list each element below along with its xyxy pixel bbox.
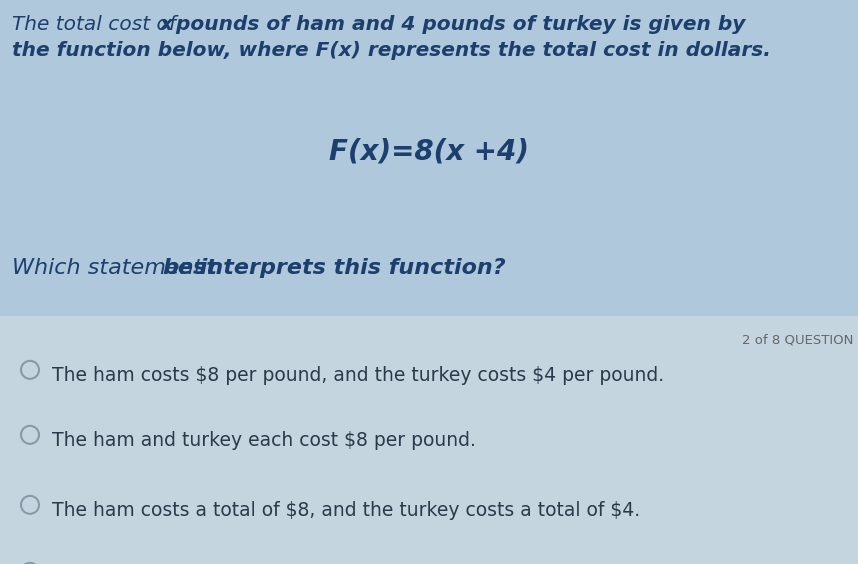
FancyBboxPatch shape bbox=[0, 0, 858, 316]
Text: best: best bbox=[162, 258, 217, 279]
Text: Which statement: Which statement bbox=[12, 258, 209, 279]
Text: The total cost of: The total cost of bbox=[12, 15, 183, 34]
Text: the function below, where F(x) represents the total cost in dollars.: the function below, where F(x) represent… bbox=[12, 41, 770, 60]
Text: F(x)=8(x +4): F(x)=8(x +4) bbox=[329, 138, 529, 166]
Text: The ham and turkey each cost \$8 per pound.: The ham and turkey each cost \$8 per pou… bbox=[52, 431, 476, 450]
FancyBboxPatch shape bbox=[0, 316, 858, 564]
Text: The ham costs \$8 per pound, and the turkey costs \$4 per pound.: The ham costs \$8 per pound, and the tur… bbox=[52, 366, 664, 385]
Text: x: x bbox=[160, 15, 173, 34]
Text: interprets this function?: interprets this function? bbox=[192, 258, 505, 279]
Text: 2 of 8 QUESTION: 2 of 8 QUESTION bbox=[741, 334, 853, 347]
Text: The ham costs a total of \$8, and the turkey costs a total of \$4.: The ham costs a total of \$8, and the tu… bbox=[52, 501, 640, 520]
Text: pounds of ham and 4 pounds of turkey is given by: pounds of ham and 4 pounds of turkey is … bbox=[169, 15, 746, 34]
